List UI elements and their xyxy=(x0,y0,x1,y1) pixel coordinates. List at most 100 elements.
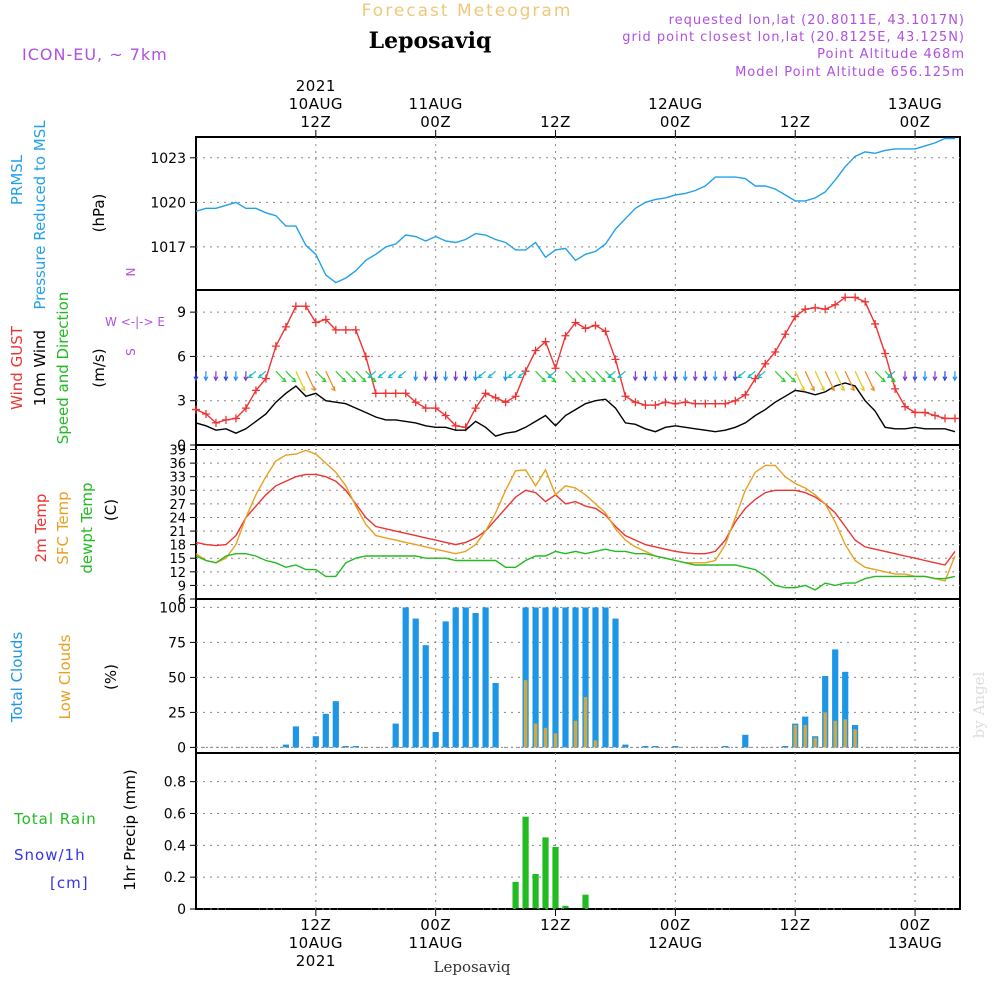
y-axis-label: (%) xyxy=(102,664,120,690)
bar-low-clouds xyxy=(533,723,538,748)
panel-clouds: 0 25 50 75 100 Total Clouds Low Clouds (%) xyxy=(8,598,961,756)
y-tick-label: 39 xyxy=(169,444,186,459)
y-tick-label: 18 xyxy=(169,539,186,554)
gust-point-marker xyxy=(791,312,800,321)
gust-point-marker xyxy=(481,389,490,398)
y-tick-label: 3 xyxy=(177,394,186,410)
gust-point-marker xyxy=(531,346,540,355)
wind-arrow-head xyxy=(756,373,763,379)
gust-point-marker xyxy=(901,402,910,411)
bar-low-clouds xyxy=(833,720,837,748)
gust-point-marker xyxy=(311,318,320,327)
wind-arrow-head xyxy=(912,376,918,382)
gust-point-marker xyxy=(941,414,950,423)
bar-low-clouds xyxy=(553,733,558,748)
wind-arrow-head xyxy=(361,377,367,383)
wind-direction-arrow xyxy=(804,370,815,391)
wind-arrow-head xyxy=(551,377,557,383)
wind-arrow-head xyxy=(321,377,327,383)
wind-arrow-head xyxy=(746,373,753,379)
bar-total-clouds xyxy=(832,649,839,748)
bar-total-clouds xyxy=(312,736,319,748)
gust-point-marker xyxy=(581,324,590,333)
top-time-label: 12Z xyxy=(300,113,331,131)
credit-watermark: by Angel xyxy=(970,671,988,738)
wind-arrow-head xyxy=(800,386,805,392)
point-altitude: Point Altitude 468m xyxy=(817,47,965,62)
panel-pressure: 1017 1020 1023 PRMSL Pressure Reduced to MSL… xyxy=(8,120,961,310)
y-tick-label: 0.8 xyxy=(164,775,186,791)
gust-point-marker xyxy=(331,325,340,334)
wind-arrow-head xyxy=(367,373,373,379)
wind-direction-arrow xyxy=(844,370,855,391)
wind-arrow-head xyxy=(193,376,199,382)
gust-point-marker xyxy=(431,404,440,413)
gust-point-marker xyxy=(641,401,650,410)
bar-total-clouds xyxy=(332,701,339,748)
wind-arrow-head xyxy=(607,373,613,379)
gust-point-marker xyxy=(861,297,870,306)
gust-point-marker xyxy=(951,414,960,423)
y-tick-label: 9 xyxy=(177,305,186,321)
bar-total-clouds xyxy=(482,607,489,748)
wind-arrow-head xyxy=(223,376,229,382)
wind-arrow-head xyxy=(781,377,787,383)
bar-total-clouds xyxy=(282,744,289,748)
bar-total-rain xyxy=(552,846,559,909)
bar-total-clouds xyxy=(582,607,589,748)
wind-direction-arrow xyxy=(874,370,886,382)
wind-arrow-head xyxy=(581,377,587,383)
gust-point-marker xyxy=(671,399,680,408)
bar-total-clouds xyxy=(532,607,539,748)
wind-arrow-head xyxy=(300,386,306,392)
wind-arrow-head xyxy=(890,377,896,383)
wind-direction-arrow xyxy=(355,370,367,382)
gust-point-marker xyxy=(511,392,520,401)
bar-total-clouds xyxy=(822,676,829,748)
bar-total-rain xyxy=(582,894,589,909)
gust-point-marker xyxy=(221,415,230,424)
series-line-dewpt-temp xyxy=(195,548,956,591)
gust-point-marker xyxy=(551,364,560,373)
bar-total-clouds xyxy=(722,746,729,748)
y-tick-label: 36 xyxy=(169,457,186,472)
top-time-label: 10AUG xyxy=(289,95,343,113)
wind-arrow-head xyxy=(341,377,347,383)
y-tick-label: 50 xyxy=(168,670,186,686)
wind-arrow-head xyxy=(423,376,429,382)
gust-point-marker xyxy=(541,337,550,346)
gust-point-marker xyxy=(211,418,220,427)
gust-point-marker xyxy=(741,390,750,399)
y-axis-label: dewpt Temp xyxy=(78,482,96,573)
wind-arrow-head xyxy=(642,376,648,382)
bar-total-rain xyxy=(522,816,529,909)
top-time-label: 13AUG xyxy=(888,95,942,113)
gust-point-marker xyxy=(801,305,810,314)
wind-arrow-head xyxy=(330,386,336,392)
y-tick-label: 0 xyxy=(177,740,186,756)
y-tick-label: 27 xyxy=(169,498,186,513)
gust-point-marker xyxy=(711,399,720,408)
bar-total-clouds xyxy=(402,607,409,748)
bar-total-clouds xyxy=(782,746,789,748)
wind-arrow-head xyxy=(547,373,553,379)
wind-arrow-head xyxy=(902,376,908,382)
y-tick-label: 1020 xyxy=(150,195,186,211)
wind-arrow-head xyxy=(591,377,597,383)
wind-arrow-head xyxy=(712,376,718,382)
y-axis-label: 2m Temp xyxy=(32,494,50,563)
wind-arrow-head xyxy=(397,373,403,379)
wind-arrow-head xyxy=(820,386,825,392)
series-line-prmsl xyxy=(195,137,955,284)
y-tick-label: 1017 xyxy=(150,240,186,256)
y-axis-label: Total Clouds xyxy=(8,632,26,724)
y-axis-label: 10m Wind xyxy=(31,330,49,406)
wind-arrow-head xyxy=(952,376,958,382)
gust-point-marker xyxy=(351,325,360,334)
bottom-time-label: 12AUG xyxy=(648,934,702,952)
gust-point-marker xyxy=(341,325,350,334)
wind-arrow-head xyxy=(387,373,393,379)
gust-point-marker xyxy=(192,405,200,414)
top-time-label: 12Z xyxy=(780,113,811,131)
